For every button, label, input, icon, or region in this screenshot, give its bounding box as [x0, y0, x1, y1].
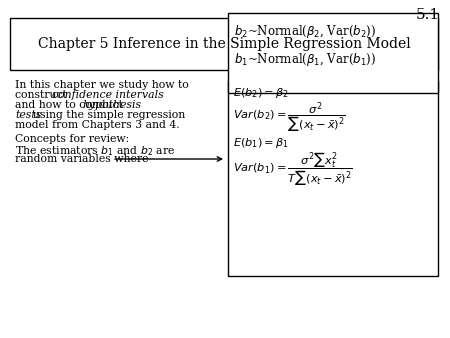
FancyBboxPatch shape [10, 18, 438, 70]
Text: using the simple regression: using the simple regression [33, 110, 185, 120]
Text: $b_1$~Normal($\beta_1$, Var($b_1$)): $b_1$~Normal($\beta_1$, Var($b_1$)) [234, 51, 376, 68]
Text: hypothesis: hypothesis [82, 100, 141, 110]
Text: $Var(b_1) = \dfrac{\sigma^2\sum x_t^2}{T\sum(x_t - \bar{x})^2}$: $Var(b_1) = \dfrac{\sigma^2\sum x_t^2}{T… [233, 150, 353, 188]
Text: and how to conduct: and how to conduct [15, 100, 126, 110]
Text: $b_2$~Normal($\beta_2$, Var($b_2$)): $b_2$~Normal($\beta_2$, Var($b_2$)) [234, 23, 376, 40]
Text: In this chapter we study how to: In this chapter we study how to [15, 80, 189, 90]
Text: Concepts for review:: Concepts for review: [15, 134, 129, 144]
Text: The estimators $b_1$ and $b_2$ are: The estimators $b_1$ and $b_2$ are [15, 144, 176, 158]
Text: $Var(b_2) = \dfrac{\sigma^2}{\sum(x_t - \bar{x})^2}$: $Var(b_2) = \dfrac{\sigma^2}{\sum(x_t - … [233, 101, 346, 136]
Text: random variables where: random variables where [15, 154, 148, 164]
Text: tests: tests [15, 110, 41, 120]
FancyBboxPatch shape [228, 81, 438, 276]
Text: $E(b_2) = \beta_2$: $E(b_2) = \beta_2$ [233, 86, 289, 100]
Text: 5.1: 5.1 [416, 8, 440, 22]
Text: Chapter 5 Inference in the Simple Regression Model: Chapter 5 Inference in the Simple Regres… [38, 37, 410, 51]
Text: $E(b_1) = \beta_1$: $E(b_1) = \beta_1$ [233, 136, 289, 150]
FancyBboxPatch shape [228, 13, 438, 93]
Text: confidence intervals: confidence intervals [52, 90, 164, 100]
Text: model from Chapters 3 and 4.: model from Chapters 3 and 4. [15, 120, 180, 130]
Text: construct: construct [15, 90, 70, 100]
